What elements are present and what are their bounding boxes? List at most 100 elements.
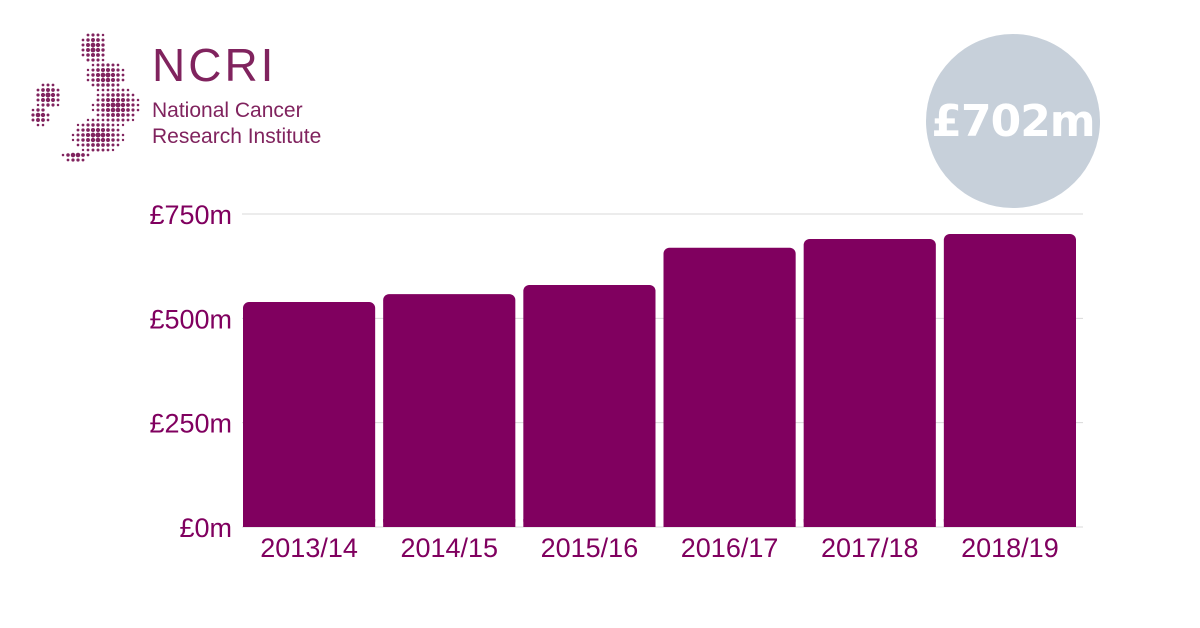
logo-dot <box>86 73 90 77</box>
logo-dot <box>95 137 101 143</box>
logo-dot <box>111 133 115 137</box>
logo-dot <box>111 78 115 82</box>
logo-dot <box>41 118 45 122</box>
logo-dot <box>111 93 115 97</box>
logo-dot <box>105 67 111 73</box>
logo-dot <box>46 83 50 87</box>
logo-dot <box>126 108 130 112</box>
logo-dot <box>76 143 80 147</box>
logo-dot <box>36 108 40 112</box>
logo-dot <box>105 107 111 113</box>
logo-dot <box>96 123 100 127</box>
logo-dot <box>101 98 105 102</box>
logo-dot <box>91 118 95 122</box>
logo-dot <box>66 153 70 157</box>
logo-dot <box>81 138 85 142</box>
logo-dot <box>126 113 130 117</box>
logo-dot <box>131 113 135 117</box>
logo-dot <box>121 88 125 92</box>
logo-dot <box>120 107 126 113</box>
logo-dot <box>95 72 101 78</box>
bar-base <box>803 519 936 527</box>
logo-dot <box>101 48 105 52</box>
logo-dot <box>91 33 95 37</box>
logo-dot <box>76 158 80 162</box>
logo-dot <box>101 113 105 117</box>
logo-dot <box>76 123 80 127</box>
logo-dot <box>96 53 100 57</box>
x-tick-label: 2015/16 <box>541 533 639 563</box>
logo-dot <box>106 113 110 117</box>
logo-dot <box>41 98 45 102</box>
x-tick-label: 2018/19 <box>961 533 1059 563</box>
logo-dot <box>120 102 126 108</box>
logo-dot <box>91 68 95 72</box>
logo-dot <box>36 98 40 102</box>
logo-dot <box>101 118 105 122</box>
logo-dot <box>51 103 55 107</box>
logo-dot <box>76 128 80 132</box>
logo-dot <box>126 98 130 102</box>
logo-dot <box>121 123 125 127</box>
logo-dot <box>91 38 95 42</box>
logo-dot <box>71 158 75 162</box>
logo-dot <box>91 123 95 127</box>
logo-dot <box>96 78 100 82</box>
logo-dot <box>56 93 60 97</box>
logo-dot <box>45 92 51 98</box>
logo-dot <box>101 43 105 47</box>
logo-dot <box>106 128 110 132</box>
logo-dot <box>111 128 115 132</box>
logo-dot <box>90 127 96 133</box>
logo-dot <box>101 148 105 152</box>
logo-dot <box>81 148 85 152</box>
logo-dot <box>100 72 106 78</box>
logo-dot <box>36 118 40 122</box>
logo-dot <box>96 108 100 112</box>
bar-base <box>383 519 516 527</box>
logo-dot <box>95 42 101 48</box>
y-tick-label: £750m <box>149 200 232 230</box>
logo-dot <box>96 33 100 37</box>
x-tick-label: 2016/17 <box>681 533 779 563</box>
logo-dot <box>101 83 105 87</box>
logo-dot <box>131 93 135 97</box>
logo-dot <box>61 153 65 157</box>
logo-dot <box>90 52 96 58</box>
logo-dot <box>121 118 125 122</box>
logo-dot <box>111 63 115 67</box>
logo-dot <box>106 83 110 87</box>
logo-dot <box>41 88 45 92</box>
logo-dot <box>131 98 135 102</box>
logo-dot <box>101 103 105 107</box>
logo-dot <box>95 47 101 53</box>
logo-dot <box>116 83 120 87</box>
logo-dot <box>76 138 80 142</box>
logo-dot <box>86 138 90 142</box>
bar-base <box>523 519 656 527</box>
logo-dot <box>51 88 55 92</box>
logo-dot <box>101 33 105 37</box>
logo-dot <box>116 128 120 132</box>
logo-dot <box>116 143 120 147</box>
logo-dot <box>86 123 90 127</box>
logo-dot <box>46 103 50 107</box>
logo-dot <box>96 103 100 107</box>
logo-dot <box>121 68 125 72</box>
logo-dot <box>91 103 95 107</box>
logo-dot <box>106 148 110 152</box>
logo-dot <box>116 118 120 122</box>
logo-dot <box>86 38 90 42</box>
logo-dot <box>126 88 130 92</box>
logo-dot <box>101 58 105 62</box>
bar-base <box>943 519 1076 527</box>
logo-dot <box>131 108 135 112</box>
logo-dot <box>121 78 125 82</box>
logo-dot <box>81 128 85 132</box>
logo-dot <box>121 73 125 77</box>
logo-dot <box>51 83 55 87</box>
bar-2017-18 <box>803 239 936 528</box>
logo-dot <box>105 77 111 83</box>
logo-dot <box>91 148 95 152</box>
